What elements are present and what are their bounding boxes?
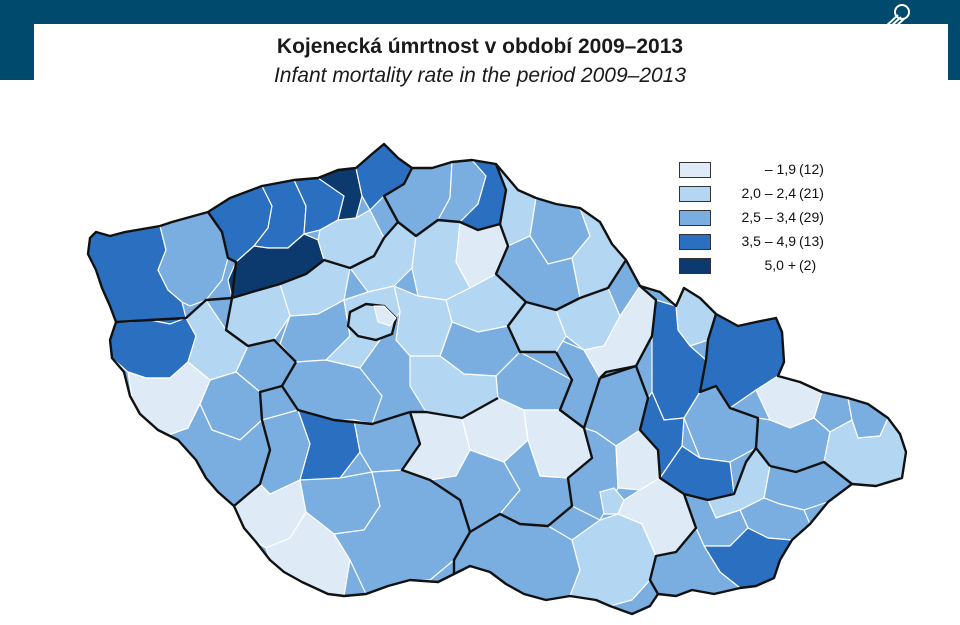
legend-swatch [679,258,711,274]
border-liberec-hradec [494,163,508,225]
border-pardubice-olomouc [599,285,658,379]
border-vysocina-south-moravia [469,427,594,534]
border-hradec-central [494,223,527,303]
border-south-moravia-zlin [648,493,698,595]
border-zlin-moravian-silesian [769,460,853,485]
border-plzen-south [233,384,283,507]
legend-range: 5,0 + [764,257,796,273]
border-central-plzen [224,297,297,363]
legend-count: (13) [799,233,824,249]
border-olomouc-moravian-silesian [698,313,760,449]
district-breclav [569,513,657,607]
legend-range: 2,5 – 3,4 [741,209,797,225]
legend-item: – 1,9 (12) [676,160,856,184]
border-south-moravia-olomouc [599,364,685,495]
legend-item: 5,0 + (2) [676,256,856,280]
map-title: Kojenecká úmrtnost v období 2009–2013 [276,35,684,58]
border-olomouc-zlin [683,446,771,502]
legend-swatch [679,234,711,250]
border-liberec-central [397,218,501,238]
legend-count: (21) [799,185,824,201]
region-borders [86,142,908,616]
legend-range: 3,5 – 4,9 [741,233,797,249]
legend-item: 2,5 – 3,4 (29) [676,208,856,232]
legend-range: – 1,9 [764,161,796,177]
legend-item: 2,0 – 2,4 (21) [676,184,856,208]
legend-swatch [679,186,711,202]
legend-item: 3,5 – 4,9 (13) [676,232,856,256]
border-usti-central [231,221,399,300]
map-legend: – 1,9 (12) 2,0 – 2,4 (21) 2,5 – 3,4 (29)… [676,160,856,280]
border-south-vysocina [400,411,472,574]
legend-range: 2,0 – 2,4 [741,185,797,201]
legend-swatch [679,162,711,178]
border-karlovy-vary-plzen [115,296,233,324]
map-subtitle: Infant mortality rate in the period 2009… [273,64,687,87]
legend-count: (2) [799,257,817,273]
border-central-south [280,361,411,426]
border-karlovy-vary-usti [207,211,238,299]
legend-count: (29) [799,209,824,225]
border-hradec-pardubice [525,259,628,312]
country-outline [86,142,908,616]
border-central-pardubice [506,301,556,354]
legend-count: (12) [799,161,824,177]
district-prague-inner [373,305,397,327]
border-usti-liberec [382,167,414,223]
district-praha-vychod [393,284,453,357]
legend-swatch [679,210,711,226]
border-pardubice-vysocina [554,351,602,430]
border-central-vysocina [410,396,499,420]
